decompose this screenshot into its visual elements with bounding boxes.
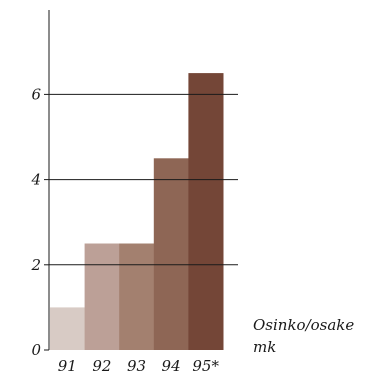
bars-layer xyxy=(50,73,224,350)
y-tick-labels: 0 2 4 6 xyxy=(30,85,49,359)
y-tick-label-4: 4 xyxy=(30,171,41,189)
x-tick-label-92: 92 xyxy=(92,357,111,375)
x-tick-labels: 91 92 93 94 95* xyxy=(58,357,220,375)
bar-92 xyxy=(84,243,120,350)
y-tick-label-2: 2 xyxy=(30,256,41,274)
x-tick-label-93: 93 xyxy=(127,357,146,375)
x-tick-label-94: 94 xyxy=(162,357,181,375)
bar-93 xyxy=(119,243,155,350)
y-tick-label-6: 6 xyxy=(31,85,41,103)
x-tick-label-91: 91 xyxy=(58,357,77,375)
gridlines xyxy=(49,93,238,266)
unit-label-line2: mk xyxy=(253,338,276,356)
unit-label-line1: Osinko/osake xyxy=(253,316,354,334)
bar-91 xyxy=(50,307,86,350)
bar-94 xyxy=(153,158,189,350)
x-tick-label-95*: 95* xyxy=(192,357,219,375)
bar-95* xyxy=(188,73,224,350)
y-tick-label-0: 0 xyxy=(31,341,41,359)
